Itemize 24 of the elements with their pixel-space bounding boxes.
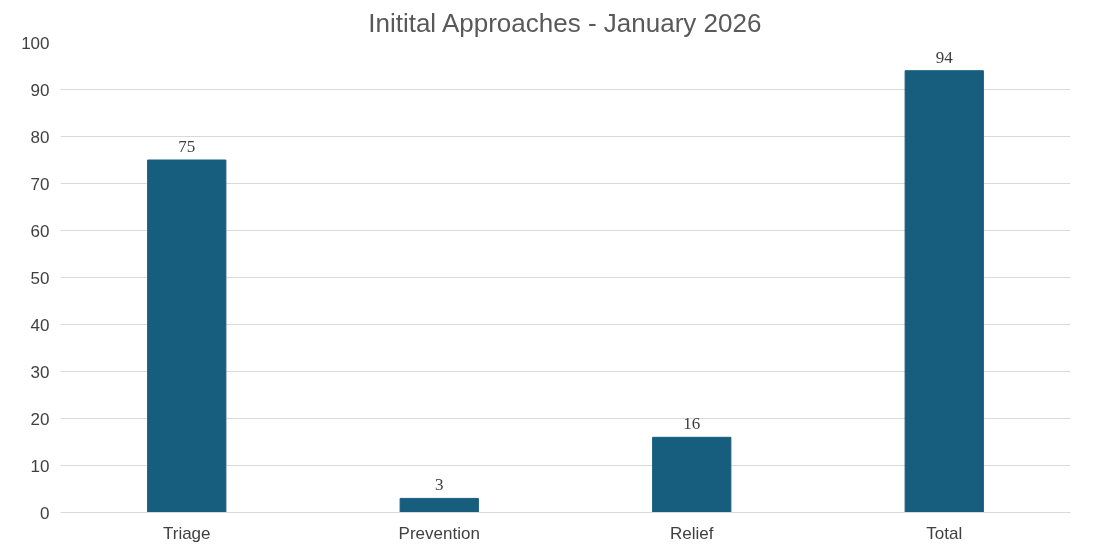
data-label: 16 [683, 414, 701, 434]
y-tick-label: 100 [21, 33, 50, 53]
data-label: 3 [435, 475, 444, 495]
bar [147, 159, 227, 513]
y-tick-label: 90 [30, 80, 50, 100]
bar [652, 436, 732, 513]
y-tick-label: 60 [30, 221, 50, 241]
y-tick-label: 70 [30, 174, 50, 194]
x-tick-label: Relief [670, 523, 714, 543]
x-tick-label: Total [926, 523, 963, 543]
chart-title: Initital Approaches - January 2026 [368, 7, 762, 38]
y-tick-label: 40 [30, 315, 50, 335]
data-label: 75 [178, 137, 196, 156]
x-tick-label: Prevention [398, 523, 480, 543]
y-tick-label: 10 [30, 456, 50, 476]
y-tick-label: 50 [30, 268, 50, 288]
y-tick-label: 20 [30, 409, 50, 429]
data-label: 94 [935, 47, 954, 67]
y-tick-label: 80 [30, 127, 50, 147]
y-tick-label: 30 [30, 362, 50, 382]
bar [904, 70, 984, 513]
y-tick-label: 0 [40, 503, 50, 523]
bar [399, 497, 479, 513]
x-tick-label: Triage [162, 523, 211, 543]
